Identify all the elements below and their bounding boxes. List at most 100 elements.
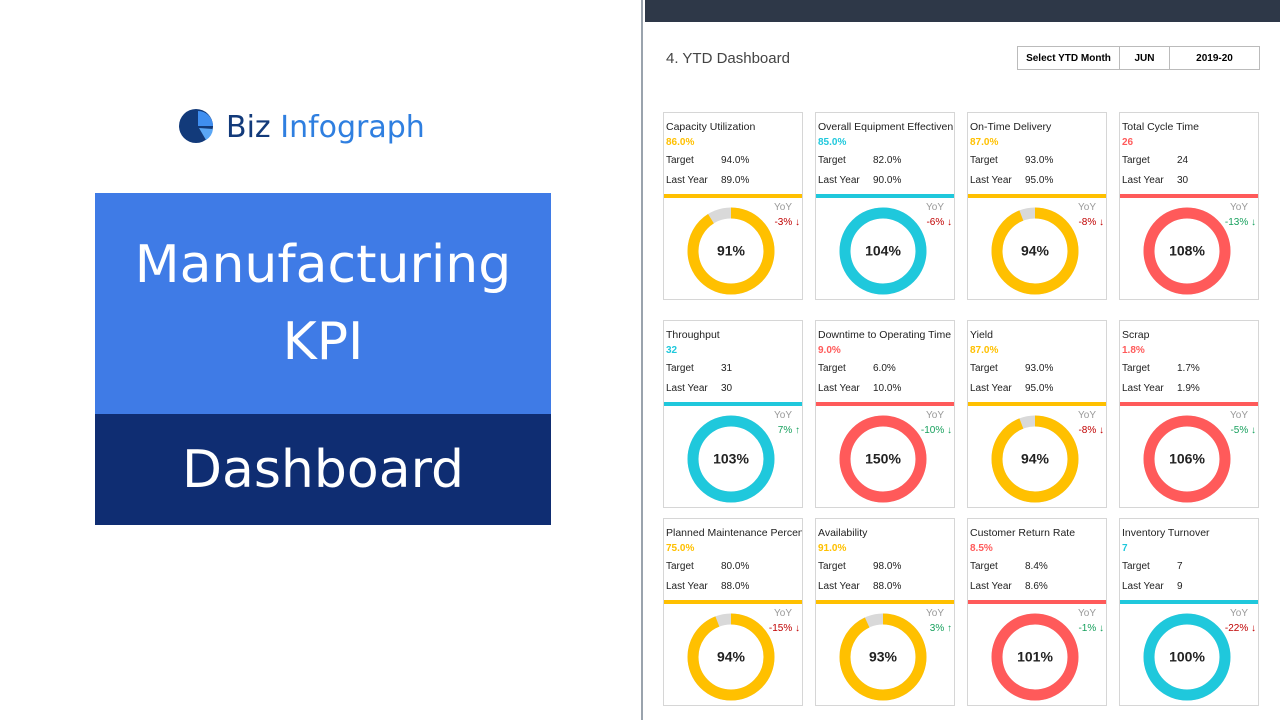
last-year-label: Last Year	[1122, 383, 1164, 394]
kpi-actual: 32	[666, 345, 678, 356]
yoy-label: YoY	[926, 202, 944, 213]
target-label: Target	[818, 561, 846, 572]
last-year-label: Last Year	[666, 383, 708, 394]
kpi-card: Yield 87.0% Target 93.0% Last Year 95.0% YoY -8…	[967, 320, 1107, 508]
kpi-card: Overall Equipment Effectiven 85.0% Target 8…	[815, 112, 955, 300]
target-label: Target	[970, 363, 998, 374]
last-year-value: 95.0%	[1025, 175, 1054, 186]
donut-label: 104%	[865, 243, 901, 259]
logo-word: Infograph	[280, 110, 425, 145]
last-year-label: Last Year	[1122, 581, 1164, 592]
yoy-value: -6% ↓	[926, 217, 952, 228]
kpi-actual: 86.0%	[666, 137, 695, 148]
target-value: 93.0%	[1025, 363, 1054, 374]
kpi-card: Availability 91.0% Target 98.0% Last Year 88.…	[815, 518, 955, 706]
kpi-name: Capacity Utilization	[666, 121, 756, 133]
kpi-card: Planned Maintenance Percen 75.0% Target 80.…	[663, 518, 803, 706]
hero-title: KPI	[282, 312, 364, 372]
kpi-actual: 8.5%	[970, 543, 993, 554]
status-bar	[664, 600, 802, 604]
kpi-card: Customer Return Rate 8.5% Target 8.4% Last Y…	[967, 518, 1107, 706]
donut-arc	[1143, 415, 1231, 503]
kpi-name: Overall Equipment Effectiven	[818, 121, 954, 133]
yoy-value: -8% ↓	[1078, 217, 1104, 228]
title-panel: Biz Infograph Manufacturing KPI Dashboar…	[95, 0, 643, 720]
kpi-card: Capacity Utilization 86.0% Target 94.0% Last…	[663, 112, 803, 300]
donut-arc	[991, 613, 1079, 701]
kpi-name: Scrap	[1122, 329, 1150, 341]
yoy-label: YoY	[1078, 202, 1096, 213]
last-year-value: 10.0%	[873, 383, 902, 394]
kpi-actual: 87.0%	[970, 137, 999, 148]
month-select[interactable]: JUN	[1119, 46, 1170, 70]
target-label: Target	[666, 561, 694, 572]
top-bar	[645, 0, 1280, 22]
kpi-name: Availability	[818, 527, 868, 539]
yoy-value: -8% ↓	[1078, 425, 1104, 436]
last-year-value: 88.0%	[873, 581, 902, 592]
target-value: 93.0%	[1025, 155, 1054, 166]
donut-arc	[839, 207, 927, 295]
target-label: Target	[1122, 155, 1150, 166]
kpi-card: Throughput 32 Target 31 Last Year 30 YoY 7% ↑ 10…	[663, 320, 803, 508]
donut-arc	[839, 613, 927, 701]
status-bar	[968, 600, 1106, 604]
yoy-label: YoY	[774, 202, 792, 213]
status-bar	[968, 402, 1106, 406]
last-year-label: Last Year	[970, 383, 1012, 394]
hero-box	[95, 193, 551, 414]
donut: 94%	[991, 415, 1079, 503]
last-year-value: 8.6%	[1025, 581, 1048, 592]
yoy-label: YoY	[1230, 410, 1248, 421]
target-label: Target	[1122, 561, 1150, 572]
hero-subtitle: Dashboard	[181, 440, 465, 500]
last-year-label: Last Year	[1122, 175, 1164, 186]
donut-arc	[687, 415, 775, 503]
donut-arc	[839, 415, 927, 503]
yoy-label: YoY	[774, 608, 792, 619]
dashboard-title: 4. YTD Dashboard	[666, 50, 790, 67]
donut: 106%	[1143, 415, 1231, 503]
target-label: Target	[970, 561, 998, 572]
donut: 108%	[1143, 207, 1231, 295]
yoy-value: -15% ↓	[768, 623, 800, 634]
last-year-value: 88.0%	[721, 581, 750, 592]
last-year-label: Last Year	[818, 383, 860, 394]
yoy-value: 7% ↑	[777, 425, 800, 436]
last-year-label: Last Year	[666, 175, 708, 186]
kpi-name: On-Time Delivery	[970, 121, 1052, 133]
yoy-label: YoY	[1230, 608, 1248, 619]
logo-text: Biz Infograph	[226, 110, 425, 145]
last-year-value: 30	[721, 383, 733, 394]
donut-arc	[687, 207, 775, 295]
status-bar	[816, 402, 954, 406]
last-year-value: 90.0%	[873, 175, 902, 186]
target-value: 80.0%	[721, 561, 750, 572]
donut: 91%	[687, 207, 775, 295]
target-label: Target	[818, 363, 846, 374]
logo-word: Biz	[226, 110, 271, 145]
kpi-name: Customer Return Rate	[970, 527, 1076, 539]
kpi-card: Scrap 1.8% Target 1.7% Last Year 1.9% YoY -5% ↓…	[1119, 320, 1259, 508]
donut-label: 91%	[717, 243, 746, 259]
status-bar	[816, 600, 954, 604]
target-value: 6.0%	[873, 363, 896, 374]
yoy-label: YoY	[1230, 202, 1248, 213]
yoy-value: -13% ↓	[1224, 217, 1256, 228]
donut-label: 94%	[1021, 451, 1050, 467]
kpi-name: Planned Maintenance Percen	[666, 527, 802, 539]
last-year-label: Last Year	[666, 581, 708, 592]
kpi-actual: 26	[1122, 137, 1134, 148]
yoy-value: -1% ↓	[1078, 623, 1104, 634]
last-year-value: 95.0%	[1025, 383, 1054, 394]
kpi-card: Total Cycle Time 26 Target 24 Last Year 30 YoY…	[1119, 112, 1259, 300]
kpi-name: Throughput	[666, 329, 720, 341]
donut: 104%	[839, 207, 927, 295]
kpi-actual: 9.0%	[818, 345, 841, 356]
kpi-name: Total Cycle Time	[1122, 121, 1200, 133]
status-bar	[664, 402, 802, 406]
year-select[interactable]: 2019-20	[1169, 46, 1260, 70]
hero-title: Manufacturing	[134, 235, 512, 295]
yoy-value: -22% ↓	[1224, 623, 1256, 634]
